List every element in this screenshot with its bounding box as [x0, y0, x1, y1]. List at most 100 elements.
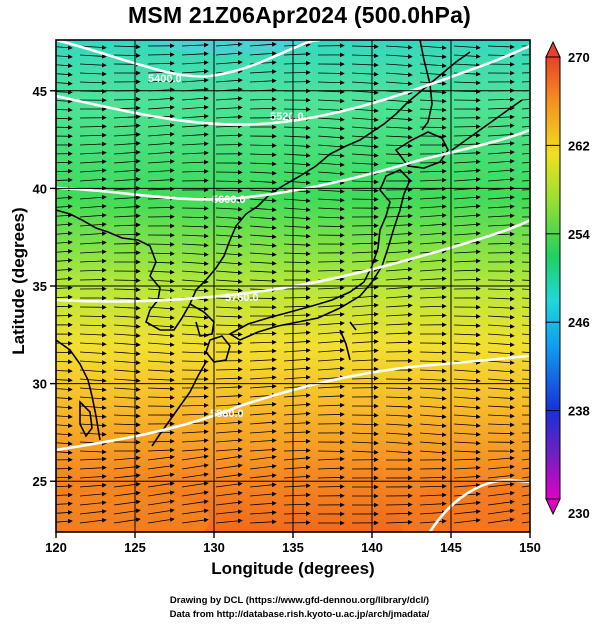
- streamline-arrow: [79, 177, 107, 182]
- streamline-arrow: [385, 303, 413, 308]
- streamline-arrow: [521, 315, 530, 318]
- streamline-arrow: [487, 167, 515, 173]
- streamline-arrow: [487, 395, 515, 401]
- streamline-arrow: [147, 454, 175, 461]
- streamline-arrow: [419, 510, 447, 515]
- streamline-arrow: [453, 150, 481, 156]
- streamline-arrow: [181, 224, 209, 230]
- x-tick-label: 125: [124, 540, 146, 555]
- streamline-arrow: [487, 431, 515, 436]
- streamline-arrow: [56, 267, 73, 272]
- streamline-arrow: [113, 422, 141, 428]
- streamline-arrow: [249, 41, 277, 47]
- streamline-arrow: [487, 158, 515, 164]
- streamline-arrow: [385, 349, 413, 354]
- coastline-honshu: [228, 169, 411, 341]
- streamline-arrow: [56, 276, 73, 282]
- streamline-arrow: [147, 447, 175, 453]
- streamline-arrow: [317, 117, 345, 122]
- streamline-arrow: [453, 405, 481, 411]
- coastline-korea: [189, 303, 215, 337]
- streamline-arrow: [215, 206, 243, 212]
- streamline-arrow: [249, 500, 277, 506]
- streamline-arrow: [147, 508, 175, 515]
- streamline-arrow: [453, 132, 481, 138]
- streamline-arrow: [453, 80, 481, 86]
- streamline-arrow: [147, 499, 175, 506]
- y-axis-label: Latitude (degrees): [9, 207, 28, 355]
- streamline-arrow: [521, 153, 530, 155]
- streamline-arrow: [79, 332, 107, 338]
- streamline-arrow: [79, 474, 107, 479]
- streamline-arrow: [283, 393, 311, 398]
- streamline-arrow: [181, 251, 209, 257]
- contour-line-5600: [56, 128, 530, 201]
- streamline-arrow: [56, 510, 73, 515]
- streamline-arrow: [249, 216, 277, 222]
- streamline-arrow: [385, 134, 413, 140]
- streamline-arrow: [487, 195, 515, 200]
- streamline-arrow: [249, 78, 277, 84]
- streamline-arrow: [351, 232, 379, 237]
- streamline-arrow: [249, 357, 277, 363]
- streamline-arrow: [215, 437, 243, 443]
- streamline-arrow: [215, 420, 243, 425]
- streamline-arrow: [249, 491, 277, 497]
- streamline-arrow: [487, 404, 515, 410]
- streamline-arrow: [487, 287, 515, 293]
- streamline-arrow: [79, 132, 107, 138]
- streamline-arrow: [351, 161, 379, 167]
- streamline-arrow: [181, 69, 209, 74]
- streamline-arrow: [283, 464, 311, 470]
- credit-data: Data from http://database.rish.kyoto-u.a…: [169, 609, 430, 620]
- streamline-arrow: [181, 481, 209, 488]
- streamline-arrow: [249, 463, 277, 470]
- streamline-arrow: [317, 80, 345, 86]
- y-tick-label: 30: [33, 377, 47, 392]
- streamline-arrow: [249, 106, 277, 111]
- streamline-arrow: [249, 51, 277, 56]
- streamline-arrow: [79, 45, 107, 50]
- streamline-arrow: [113, 204, 141, 210]
- streamline-arrow: [419, 107, 447, 113]
- streamline-arrow: [56, 248, 73, 254]
- streamline-arrow: [419, 492, 447, 498]
- streamline-arrow: [521, 288, 530, 290]
- streamline-arrow: [113, 387, 141, 392]
- streamline-arrow: [521, 297, 530, 299]
- streamline-arrow: [419, 239, 447, 245]
- streamline-arrow: [249, 519, 277, 525]
- streamline-arrow: [215, 179, 243, 184]
- streamline-arrow: [521, 378, 530, 380]
- streamline-arrow: [181, 429, 209, 435]
- streamline-arrow: [147, 105, 175, 110]
- streamline-arrow: [283, 162, 311, 167]
- streamline-arrow: [181, 341, 209, 347]
- streamline-arrow: [453, 341, 481, 347]
- streamline-arrow: [419, 396, 447, 401]
- streamline-arrow: [249, 375, 277, 380]
- coastline-hokkaido: [394, 131, 449, 169]
- streamline-arrow: [453, 249, 481, 255]
- streamline-arrow: [487, 499, 515, 506]
- streamline-arrow: [283, 143, 311, 149]
- streamline-arrow: [249, 482, 277, 488]
- streamline-arrow: [113, 176, 141, 182]
- streamline-arrow: [181, 215, 209, 221]
- streamline-arrow: [487, 314, 515, 320]
- streamline-arrow: [249, 384, 277, 389]
- streamline-arrow: [79, 277, 107, 282]
- streamline-arrow: [351, 44, 379, 49]
- streamline-arrow: [419, 483, 447, 489]
- streamline-arrow: [113, 395, 141, 401]
- streamline-arrow: [453, 474, 481, 479]
- streamline-arrow: [56, 81, 73, 86]
- contour-line-5760: [56, 218, 530, 303]
- streamline-arrow: [56, 432, 73, 438]
- coastlines: [56, 40, 523, 447]
- streamline-arrow: [385, 266, 413, 272]
- streamline-arrow: [113, 53, 141, 58]
- streamline-arrow: [215, 472, 243, 479]
- streamline-arrow: [249, 429, 277, 434]
